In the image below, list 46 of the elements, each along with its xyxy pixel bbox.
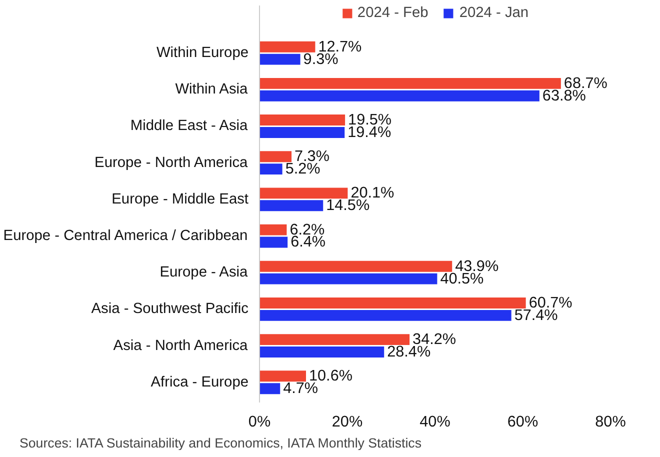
- x-tick-label: 60%: [507, 414, 538, 430]
- bar: [260, 383, 280, 394]
- data-label: 4.7%: [283, 380, 318, 398]
- data-label: 63.8%: [542, 87, 586, 104]
- bar: [260, 236, 288, 248]
- y-tick-label: Asia - Southwest Pacific: [91, 301, 249, 318]
- y-tick-label: Within Europe: [156, 45, 249, 62]
- y-tick-label: Europe - Asia: [160, 264, 249, 281]
- legend-label: 2024 - Jan: [459, 5, 529, 21]
- data-label: 28.4%: [387, 344, 431, 361]
- source-note: Sources: IATA Sustainability and Economics, IATA Monthly Statistics: [20, 436, 422, 450]
- x-tick-label: 20%: [332, 414, 363, 430]
- bar: [260, 188, 348, 199]
- bar: [260, 54, 300, 65]
- bar: [260, 273, 438, 284]
- y-tick-label: Europe - Middle East: [112, 191, 248, 208]
- bar: [260, 370, 306, 382]
- bar: [260, 298, 526, 308]
- y-tick-label: Europe - Central America / Caribbean: [3, 228, 248, 244]
- data-label: 40.5%: [440, 270, 484, 288]
- bar: [260, 224, 287, 236]
- y-tick-label: Middle East - Asia: [130, 118, 249, 134]
- bar: [260, 310, 512, 321]
- bar: [260, 41, 316, 52]
- y-tick-label: Africa - Europe: [150, 374, 248, 390]
- y-tick-label: Within Asia: [175, 82, 249, 98]
- y-tick-label: Asia - North America: [113, 338, 249, 354]
- x-tick-label: 40%: [420, 414, 451, 430]
- bar: [260, 114, 346, 126]
- data-label: 57.4%: [514, 306, 558, 324]
- data-label: 6.4%: [290, 234, 326, 251]
- bar: [260, 260, 452, 272]
- x-tick-label: 80%: [595, 414, 626, 430]
- legend-label: 2024 - Feb: [357, 5, 428, 21]
- x-tick-label: 0%: [248, 414, 271, 430]
- bar: [260, 78, 561, 89]
- bar: [260, 334, 410, 346]
- bar: [260, 164, 282, 175]
- bar: [260, 90, 540, 102]
- bar: [260, 200, 324, 212]
- y-tick-label: Europe - North America: [94, 154, 249, 171]
- data-label: 14.5%: [326, 197, 370, 214]
- bar: [260, 151, 292, 162]
- data-label: 9.3%: [303, 50, 339, 68]
- bar: [260, 346, 384, 358]
- bar: [260, 126, 345, 138]
